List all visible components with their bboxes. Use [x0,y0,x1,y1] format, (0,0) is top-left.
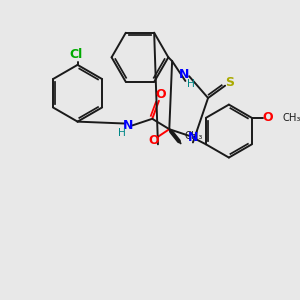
Text: H: H [118,128,126,138]
Text: CH₃: CH₃ [184,131,203,142]
Text: O: O [155,88,166,101]
Text: N: N [179,68,190,81]
Text: CH₃: CH₃ [282,113,300,123]
Text: N: N [188,131,198,144]
Text: O: O [149,134,160,147]
Text: N: N [122,119,133,132]
Text: H: H [187,79,195,89]
Text: Cl: Cl [69,48,82,61]
Text: O: O [262,111,273,124]
Text: S: S [225,76,234,89]
